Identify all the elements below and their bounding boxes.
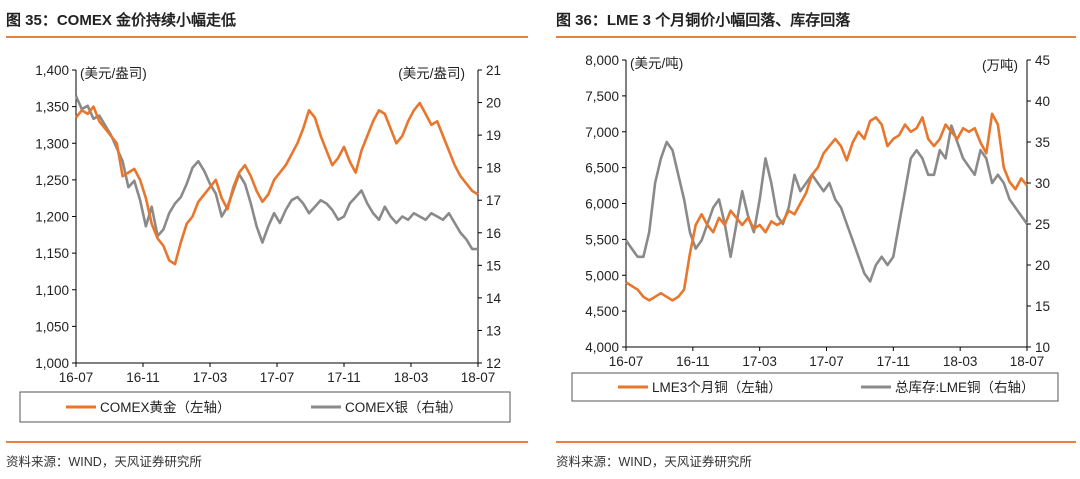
right-tick-label: 14	[486, 291, 502, 306]
source-text: 资料来源：WIND，天风证券研究所	[6, 455, 202, 469]
right-tick-label: 20	[486, 96, 501, 111]
chart-panel-left: 图 35：COMEX 金价持续小幅走低 1,000 1,050 1,100 1,150…	[6, 12, 528, 469]
right-tick-label: 16	[486, 226, 501, 241]
x-tick-label: 16-11	[676, 354, 710, 369]
left-tick-label: 6,000	[585, 197, 619, 212]
left-tick-label: 1,050	[35, 319, 69, 334]
right-tick-label: 13	[486, 323, 501, 338]
right-tick-label: 19	[486, 128, 501, 143]
right-tick-label: 10	[1035, 340, 1050, 355]
legend-label: 总库存:LME铜（右轴）	[895, 380, 1035, 395]
legend-box	[19, 391, 511, 423]
left-tick-label: 1,250	[35, 173, 69, 188]
right-tick-label: 21	[486, 63, 501, 78]
right-tick-label: 18	[486, 161, 501, 176]
right-tick-label: 30	[1035, 176, 1050, 191]
chart-panel-right: 图 36：LME 3 个月铜价小幅回落、库存回落 4,000 4,500 5,000…	[550, 0, 1080, 479]
left-tick-label: 6,500	[585, 161, 619, 176]
right-tick-label: 35	[1035, 135, 1050, 150]
x-tick-label: 17-11	[877, 354, 911, 369]
legend-label: COMEX黄金（左轴）	[100, 400, 231, 415]
right-tick-label: 15	[486, 258, 501, 273]
x-tick-label: 18-07	[1010, 354, 1045, 369]
right-tick-label: 45	[1035, 53, 1050, 68]
left-tick-label: 4,500	[585, 304, 619, 319]
source-rule	[6, 441, 528, 443]
title-rule	[6, 36, 528, 38]
x-tick-label: 18-03	[394, 370, 429, 385]
title-rule	[556, 36, 1076, 38]
left-tick-label: 1,200	[35, 210, 69, 225]
right-tick-label: 40	[1035, 94, 1050, 109]
series-line	[74, 101, 479, 266]
x-tick-label: 18-07	[461, 370, 496, 385]
x-tick-label: 16-07	[59, 370, 94, 385]
series-line	[625, 112, 1029, 302]
legend-label: LME3个月铜（左轴）	[652, 380, 782, 395]
right-tick-label: 25	[1035, 217, 1050, 232]
right-axis-unit: (美元/盎司)	[398, 66, 465, 81]
right-tick-label: 20	[1035, 258, 1050, 273]
left-tick-label: 1,000	[35, 356, 69, 371]
left-axis-unit: (美元/吨)	[630, 56, 683, 71]
series-line	[74, 95, 478, 251]
right-tick-label: 17	[486, 193, 501, 208]
chart-canvas: 4,000 4,500 5,000 5,500 6,000 6,500 7,000 7,500…	[571, 53, 1059, 402]
chart-title: 图 36：LME 3 个月铜价小幅回落、库存回落	[556, 12, 851, 29]
right-tick-label: 15	[1035, 299, 1050, 314]
x-tick-label: 17-07	[260, 370, 295, 385]
left-tick-label: 7,000	[585, 125, 619, 140]
left-tick-label: 7,500	[585, 89, 619, 104]
x-tick-label: 17-03	[742, 354, 777, 369]
legend-label: COMEX银（右轴）	[345, 400, 462, 415]
x-tick-label: 16-11	[126, 370, 160, 385]
left-tick-label: 1,400	[35, 63, 69, 78]
x-tick-label: 16-07	[609, 354, 644, 369]
x-tick-label: 18-03	[943, 354, 978, 369]
left-tick-label: 4,000	[585, 340, 619, 355]
left-tick-label: 5,500	[585, 232, 619, 247]
source-rule	[556, 441, 1076, 443]
left-tick-label: 1,350	[35, 100, 69, 115]
chart-canvas: 1,000 1,050 1,100 1,150 1,200 1,250 1,300 1,350…	[19, 63, 511, 423]
x-tick-label: 17-03	[193, 370, 228, 385]
left-tick-label: 8,000	[585, 53, 619, 68]
source-text: 资料来源：WIND，天风证券研究所	[556, 455, 752, 469]
left-tick-label: 5,000	[585, 268, 619, 283]
right-tick-label: 12	[486, 356, 501, 371]
x-tick-label: 17-11	[327, 370, 361, 385]
left-tick-label: 1,150	[35, 246, 69, 261]
left-tick-label: 1,300	[35, 136, 69, 151]
left-tick-label: 1,100	[35, 283, 69, 298]
legend-box	[571, 372, 1059, 402]
right-axis-unit: (万吨)	[982, 58, 1018, 73]
x-tick-label: 17-07	[809, 354, 844, 369]
left-axis-unit: (美元/盎司)	[80, 66, 147, 81]
chart-title: 图 35：COMEX 金价持续小幅走低	[6, 12, 237, 29]
